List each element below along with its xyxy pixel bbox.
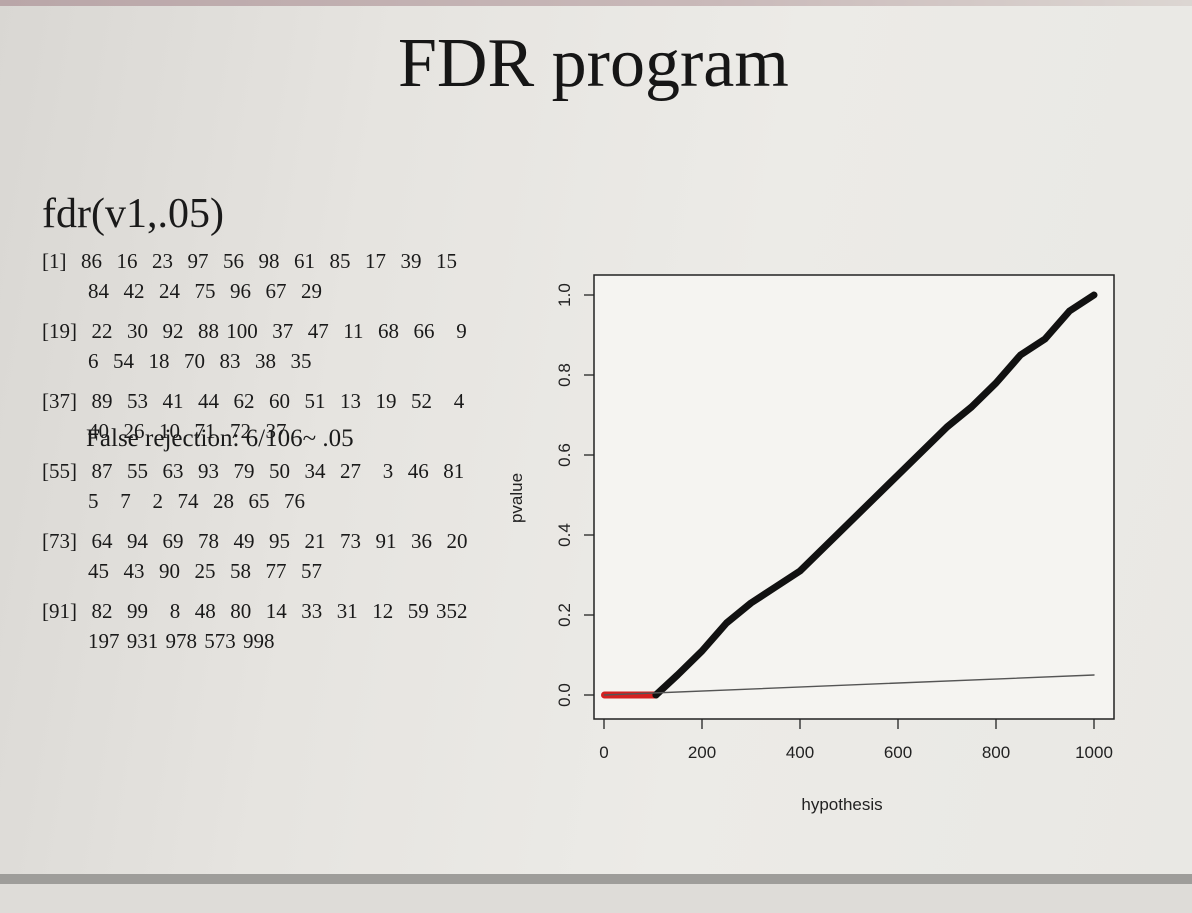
x-tick-label: 200 (688, 743, 716, 762)
x-tick-label: 0 (599, 743, 608, 762)
next-slide-edge (0, 884, 1192, 913)
sorted-pvalues-series (652, 291, 1098, 699)
output-line-continued: 197 931 978 573 998 (88, 629, 275, 653)
output-line: [91] 82 99 8 48 80 14 33 31 12 59 352 (42, 599, 468, 623)
y-tick-label: 0.2 (555, 603, 574, 627)
x-tick-label: 1000 (1075, 743, 1113, 762)
output-line: [37] 89 53 41 44 62 60 51 13 19 52 4 (42, 389, 465, 413)
output-line: [55] 87 55 63 93 79 50 34 27 3 46 81 (42, 459, 465, 483)
output-line-continued: 40 26 10 71 72 37 (88, 419, 287, 443)
output-row: [55] 87 55 63 93 79 50 34 27 3 46 81 5 7… (42, 456, 482, 516)
slide-title: FDR program (398, 25, 789, 102)
y-axis-label: pvalue (507, 473, 526, 523)
y-tick-label: 0.4 (555, 523, 574, 547)
y-tick-label: 0.8 (555, 363, 574, 387)
output-line-continued: 45 43 90 25 58 77 57 (88, 559, 322, 583)
x-axis: 0 200 400 600 800 1000 (599, 719, 1113, 762)
y-tick-label: 0.6 (555, 443, 574, 467)
output-line: [19] 22 30 92 88 100 37 47 11 68 66 9 (42, 319, 467, 343)
slide-bottom-rule (0, 874, 1192, 884)
output-line-continued: 6 54 18 70 83 38 35 (88, 349, 312, 373)
output-row: [1] 86 16 23 97 56 98 61 85 17 39 15 84 … (42, 246, 482, 306)
y-tick-label: 1.0 (555, 283, 574, 307)
output-line-continued: 84 42 24 75 96 67 29 (88, 279, 322, 303)
y-axis: 0.0 0.2 0.4 0.6 0.8 1.0 (555, 283, 594, 707)
plot-series (601, 291, 1098, 699)
console-output: [1] 86 16 23 97 56 98 61 85 17 39 15 84 … (42, 246, 482, 666)
output-line: [73] 64 94 69 78 49 95 21 73 91 36 20 (42, 529, 468, 553)
output-row: [73] 64 94 69 78 49 95 21 73 91 36 20 45… (42, 526, 482, 586)
r-command: fdr(v1,.05) (42, 191, 224, 237)
x-axis-label: hypothesis (801, 795, 882, 814)
output-row: [19] 22 30 92 88 100 37 47 11 68 66 9 6 … (42, 316, 482, 376)
slide-top-edge (0, 0, 1192, 6)
false-rejection-note: False rejection: 6/106~ .05 (86, 425, 354, 452)
x-tick-label: 400 (786, 743, 814, 762)
output-row: [37] 89 53 41 44 62 60 51 13 19 52 4 40 … (42, 386, 482, 446)
output-line: [1] 86 16 23 97 56 98 61 85 17 39 15 (42, 249, 457, 273)
output-line-continued: 5 7 2 74 28 65 76 (88, 489, 305, 513)
x-tick-label: 800 (982, 743, 1010, 762)
output-row: [91] 82 99 8 48 80 14 33 31 12 59 352 19… (42, 596, 482, 656)
fdr-threshold-line (603, 674, 1095, 696)
x-tick-label: 600 (884, 743, 912, 762)
pvalue-plot: 0.0 0.2 0.4 0.6 0.8 1.0 0 200 400 600 800 1000 hyp… (507, 274, 1115, 814)
y-tick-label: 0.0 (555, 683, 574, 707)
